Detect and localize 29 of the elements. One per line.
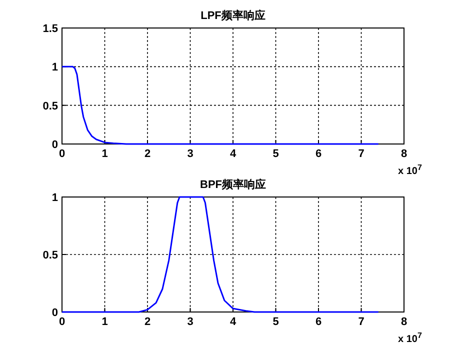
chart-title: LPF频率响应 [200, 9, 266, 22]
text: x 10$^{7}$ [398, 330, 423, 345]
x-tick-label: 8 [400, 148, 408, 160]
chart-title: BPF频率响应 [200, 178, 266, 191]
x-tick-label: 1 [102, 316, 108, 328]
line-series [61, 66, 380, 145]
line-series [61, 196, 380, 313]
x-tick-label: 4 [230, 148, 237, 160]
y-tick-label: 0 [52, 139, 58, 151]
x-tick-label: 3 [187, 316, 194, 328]
x-tick-label: 7 [358, 316, 364, 328]
x-tick-label: 4 [230, 316, 237, 328]
y-tick-label: 0.5 [42, 100, 58, 112]
x-tick-label: 5 [272, 316, 279, 328]
text: x 10$^{7}$ [398, 162, 423, 177]
y-tick-label: 0.5 [42, 250, 58, 262]
x-tick-label: 2 [144, 148, 151, 160]
y-tick-label: 1 [52, 62, 58, 74]
y-tick-label: 0 [52, 307, 58, 319]
x-tick-label: 7 [358, 148, 364, 160]
x-tick-label: 6 [315, 316, 322, 328]
x-tick-label: 5 [272, 148, 279, 160]
x-tick-label: 8 [400, 316, 408, 328]
x-tick-label: 3 [187, 148, 194, 160]
y-tick-label: 1.5 [42, 23, 58, 35]
x-tick-label: 2 [144, 316, 151, 328]
x-tick-label: 6 [315, 148, 322, 160]
y-tick-label: 1 [52, 192, 58, 204]
x-tick-label: 1 [102, 148, 108, 160]
